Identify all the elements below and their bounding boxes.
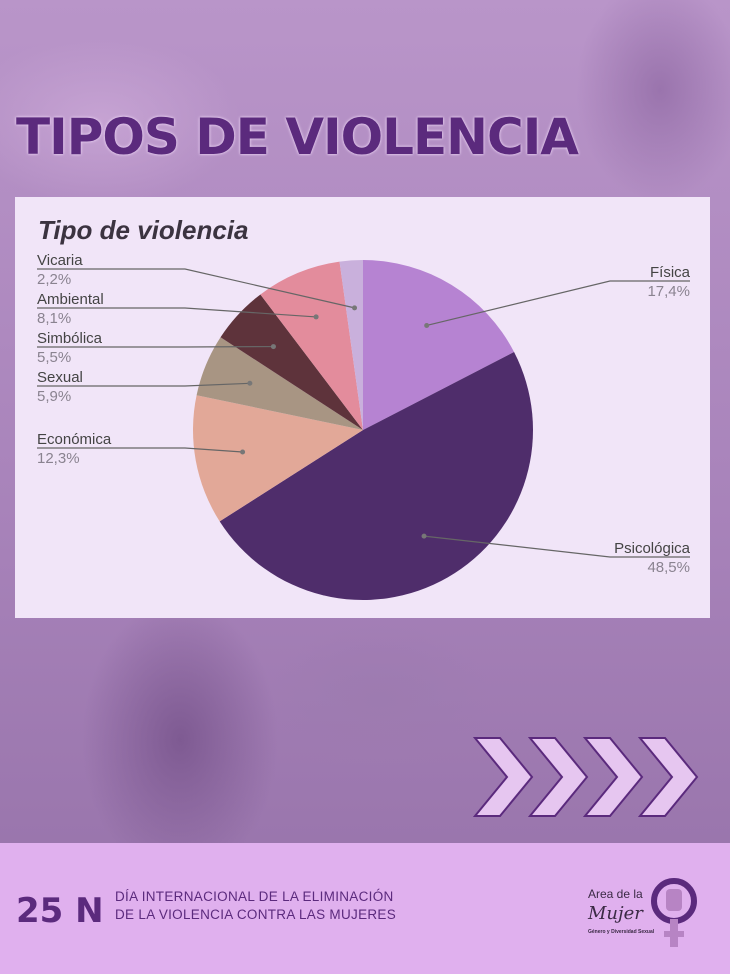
event-line-1: DÍA INTERNACIONAL DE LA ELIMINACIÓN xyxy=(115,889,394,904)
percent-label: 2,2% xyxy=(37,271,71,288)
leader-dot xyxy=(240,449,246,455)
leader-line xyxy=(423,535,690,558)
percent-label: 5,5% xyxy=(37,349,71,366)
percent-label: 12,3% xyxy=(37,450,80,467)
pie-slice-4 xyxy=(220,294,363,430)
category-label: Simbólica xyxy=(37,330,103,347)
leader-line xyxy=(37,447,243,453)
pie-chart: Física 17,4% Psicológica 48,5% Económica 12,3… xyxy=(37,252,691,601)
event-description: DÍA INTERNACIONAL DE LA ELIMINACIÓN DE L… xyxy=(115,888,396,924)
leader-line xyxy=(37,307,317,318)
category-label: Física xyxy=(650,264,691,281)
pie-slice-1 xyxy=(219,352,534,601)
percent-label: 8,1% xyxy=(37,310,71,327)
pie-slice-0 xyxy=(363,260,515,430)
leader-dot xyxy=(352,305,358,311)
chart-title: Tipo de violencia xyxy=(38,215,249,245)
category-label: Económica xyxy=(37,431,112,448)
logo-text: Area de la xyxy=(588,887,643,901)
leader-dot xyxy=(270,344,276,350)
pie-slice-3 xyxy=(196,337,363,430)
chevron-arrows-decoration xyxy=(472,737,699,817)
percent-label: 48,5% xyxy=(647,559,690,576)
event-line-2: DE LA VIOLENCIA CONTRA LAS MUJERES xyxy=(115,907,397,922)
logo-mujer: Mujer xyxy=(588,903,643,924)
category-label: Vicaria xyxy=(37,252,83,269)
category-label: Ambiental xyxy=(37,291,104,308)
pie-slice-2 xyxy=(193,395,363,522)
poster-title: TIPOS DE VIOLENCIA xyxy=(16,108,579,166)
logo-subtitle: Género y Diversidad Sexual xyxy=(588,929,655,935)
area-de-la-mujer-logo: Area de la Mujer Género y Diversidad Sex… xyxy=(586,873,706,953)
category-label: Sexual xyxy=(37,369,83,386)
leader-dot xyxy=(421,533,427,539)
leader-dot xyxy=(247,380,253,386)
pie-slice-6 xyxy=(339,260,363,430)
category-label: Psicológica xyxy=(614,540,691,557)
leader-line xyxy=(426,280,690,327)
leader-dot xyxy=(313,314,319,320)
percent-label: 17,4% xyxy=(647,283,690,300)
percent-label: 5,9% xyxy=(37,388,71,405)
leader-line xyxy=(37,382,250,387)
footer: 25 N DÍA INTERNACIONAL DE LA ELIMINACIÓN… xyxy=(0,843,730,974)
chart-card: Tipo de violencia Física 17,4% Psicológica… xyxy=(15,197,710,618)
leader-dot xyxy=(424,322,430,328)
leader-line xyxy=(37,268,355,309)
date-label: 25 N xyxy=(16,891,104,931)
